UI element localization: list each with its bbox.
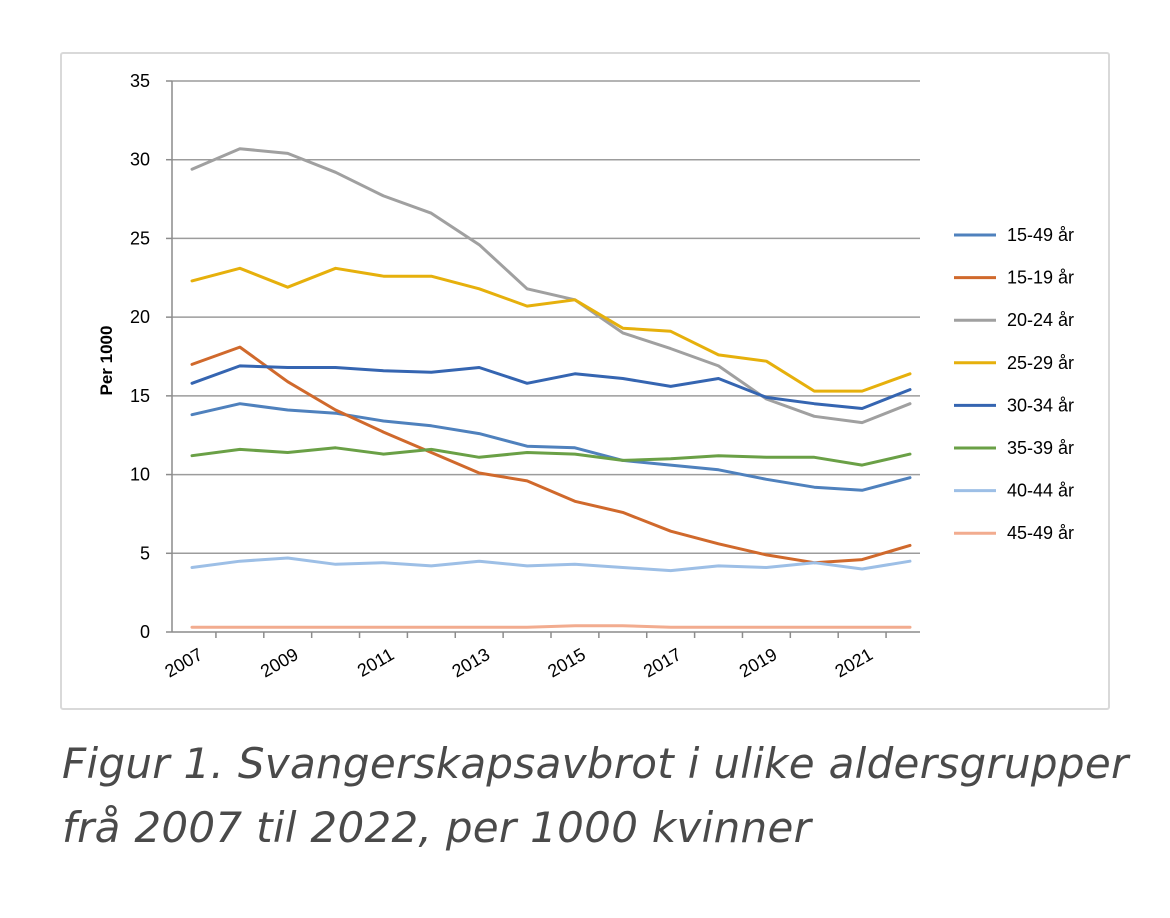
series-lines — [190, 147, 912, 629]
y-tick-label-25: 25 — [130, 228, 150, 248]
y-tick-label-10: 10 — [130, 465, 150, 485]
legend-label-2: 15-19 år — [1007, 268, 1074, 288]
series-line-8 — [190, 624, 912, 629]
x-tick-label-2009: 2009 — [257, 644, 302, 681]
y-tick-label-0: 0 — [140, 622, 150, 642]
axes — [166, 80, 920, 638]
chart-frame: 0 5 10 15 20 25 30 35 2007 2009 2011 2013 2015 2017 2… — [60, 52, 1110, 710]
y-tick-label-30: 30 — [130, 150, 150, 170]
series-line-3 — [190, 147, 912, 425]
series-line-1 — [190, 402, 912, 492]
y-tick-labels: 0 5 10 15 20 25 30 35 — [130, 71, 150, 642]
legend-label-8: 45-49 år — [1007, 523, 1074, 543]
x-tick-label-2007: 2007 — [161, 644, 206, 681]
legend-label-7: 40-44 år — [1007, 481, 1074, 501]
y-tick-label-5: 5 — [140, 543, 150, 563]
series-line-4 — [190, 266, 912, 393]
legend-label-3: 20-24 år — [1007, 310, 1074, 330]
legend-label-6: 35-39 år — [1007, 438, 1074, 458]
gridlines — [172, 80, 920, 555]
x-tick-label-2011: 2011 — [354, 644, 398, 681]
x-tick-label-2017: 2017 — [640, 644, 685, 681]
x-tick-label-2013: 2013 — [449, 644, 494, 681]
caption-line-1: Figur 1. Svangerskapsavbrot i ulike alde… — [62, 739, 1129, 788]
x-tick-label-2015: 2015 — [544, 644, 589, 681]
legend-label-5: 30-34 år — [1007, 395, 1074, 415]
legend-label-1: 15-49 år — [1007, 225, 1074, 245]
x-tick-label-2019: 2019 — [736, 644, 781, 681]
series-line-7 — [190, 556, 912, 573]
y-tick-label-15: 15 — [130, 386, 150, 406]
y-axis-label: Per 1000 — [97, 326, 116, 396]
y-tick-label-20: 20 — [130, 307, 150, 327]
series-line-6 — [190, 446, 912, 467]
series-line-5 — [190, 364, 912, 410]
y-tick-label-35: 35 — [130, 71, 150, 91]
legend: 15-49 år 15-19 år 20-24 år 25-29 år 30-34 år… — [954, 225, 1074, 543]
x-tick-labels: 2007 2009 2011 2013 2015 2017 2019 2021 — [161, 644, 876, 681]
caption-line-2: frå 2007 til 2022, per 1000 kvinner — [62, 803, 812, 852]
figure-caption: Figur 1. Svangerskapsavbrot i ulike alde… — [62, 732, 1142, 860]
legend-label-4: 25-29 år — [1007, 353, 1074, 373]
x-tick-label-2021: 2021 — [831, 644, 876, 681]
series-line-2 — [190, 345, 912, 565]
